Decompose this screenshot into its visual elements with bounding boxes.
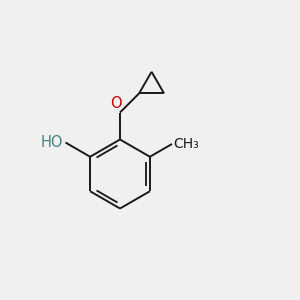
Text: CH₃: CH₃	[173, 137, 199, 151]
Text: HO: HO	[40, 135, 63, 150]
Text: O: O	[111, 96, 122, 111]
